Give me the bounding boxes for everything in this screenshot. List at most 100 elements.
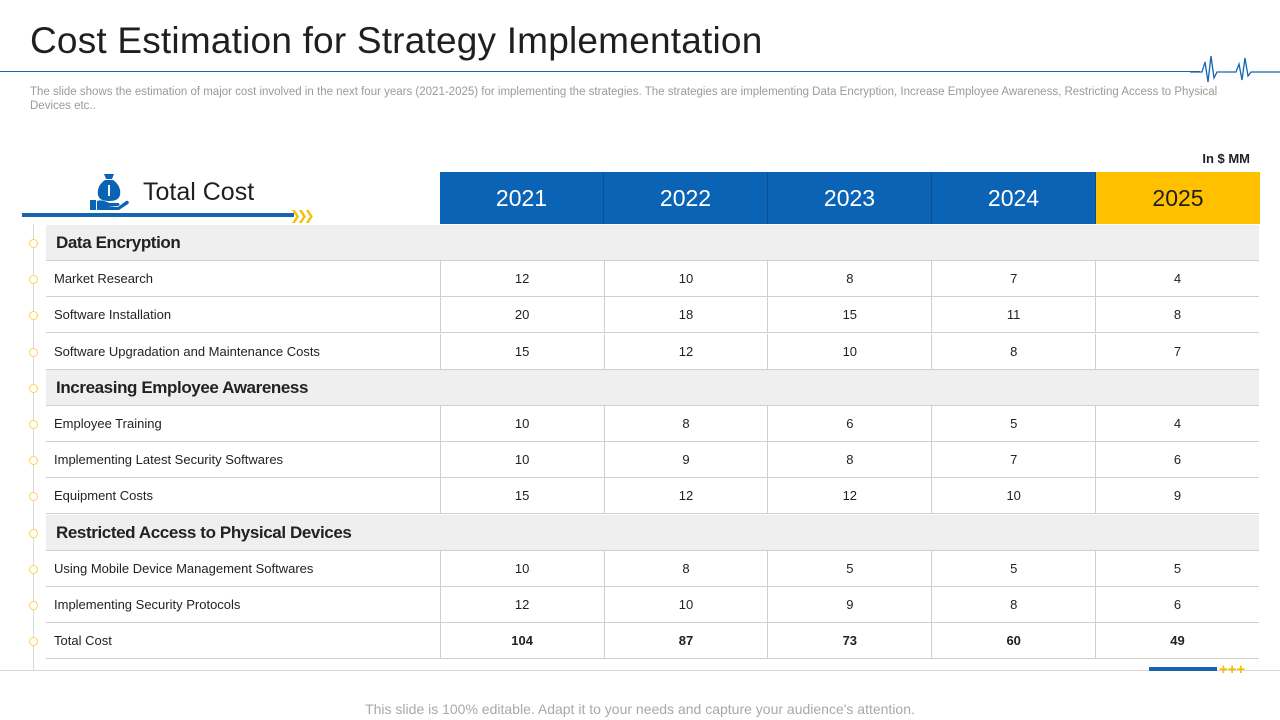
value-cell-2022: 8: [603, 405, 768, 442]
bottom-divider: [0, 670, 1280, 671]
table-row: Software Installation 20 18 15 11 8: [46, 296, 1259, 333]
value-cell-2025: 4: [1095, 260, 1259, 297]
timeline-dot: [29, 311, 38, 320]
value-cell-2025: 7: [1095, 333, 1259, 370]
year-header-2024: 2024: [932, 172, 1096, 224]
value-cell-2022: 87: [603, 622, 768, 659]
value-cell-2025: 5: [1095, 550, 1259, 587]
value-cell-2024: 5: [931, 405, 1095, 442]
value-cell-2022: 10: [603, 586, 768, 623]
value-cell-2021: 15: [439, 477, 604, 514]
money-bag-hand-icon: [90, 174, 129, 210]
value-cell-2024: 5: [931, 550, 1095, 587]
timeline-dot: [29, 348, 38, 357]
value-cell-2021: 12: [439, 586, 604, 623]
timeline-line: [33, 224, 34, 670]
plus-decoration: +++: [1219, 661, 1246, 678]
row-label: Using Mobile Device Management Softwares: [54, 561, 314, 576]
timeline-dot: [29, 492, 38, 501]
timeline-dot: [29, 565, 38, 574]
value-cell-2025: 9: [1095, 477, 1259, 514]
table-row: Using Mobile Device Management Softwares…: [46, 550, 1259, 587]
value-cell-2021: 10: [439, 441, 604, 478]
section-label: Restricted Access to Physical Devices: [56, 522, 352, 542]
table-row: Implementing Security Protocols 12 10 9 8 6: [46, 586, 1259, 623]
row-label: Total Cost: [54, 633, 112, 648]
table-row: Employee Training 10 8 6 5 4: [46, 405, 1259, 442]
total-row: Total Cost 104 87 73 60 49: [46, 622, 1259, 659]
total-cost-heading: Total Cost: [143, 178, 255, 206]
value-cell-2025: 49: [1095, 622, 1259, 659]
value-cell-2024: 11: [931, 296, 1095, 333]
timeline-dot: [29, 275, 38, 284]
total-cost-underline: [22, 213, 294, 217]
value-cell-2024: 7: [931, 441, 1095, 478]
timeline-dot: [29, 601, 38, 610]
section-label: Increasing Employee Awareness: [56, 377, 309, 397]
year-header-2022: 2022: [604, 172, 768, 224]
timeline-dot: [29, 456, 38, 465]
year-header-2023: 2023: [768, 172, 932, 224]
row-label: Market Research: [54, 271, 153, 286]
row-label: Implementing Latest Security Softwares: [54, 452, 284, 467]
timeline-dot: [29, 239, 38, 248]
table-row: Software Upgradation and Maintenance Cos…: [46, 333, 1259, 370]
value-cell-2021: 10: [439, 550, 604, 587]
section-row: Restricted Access to Physical Devices: [46, 515, 1259, 551]
bottom-accent-bar: [1149, 667, 1217, 671]
value-cell-2025: 6: [1095, 441, 1259, 478]
footer-note: This slide is 100% editable. Adapt it to…: [365, 701, 915, 717]
section-row: Increasing Employee Awareness: [46, 370, 1259, 406]
row-label: Implementing Security Protocols: [54, 597, 241, 612]
year-header-2021: 2021: [440, 172, 604, 224]
value-cell-2024: 7: [931, 260, 1095, 297]
value-cell-2021: 20: [439, 296, 604, 333]
unit-label: In $ MM: [1202, 151, 1250, 166]
value-cell-2022: 9: [603, 441, 768, 478]
value-cell-2022: 12: [603, 333, 768, 370]
value-cell-2025: 6: [1095, 586, 1259, 623]
value-cell-2021: 104: [439, 622, 604, 659]
year-header-2025: 2025: [1096, 172, 1260, 224]
slide-title: Cost Estimation for Strategy Implementat…: [30, 20, 763, 61]
value-cell-2023: 8: [767, 260, 931, 297]
heartbeat-pulse-icon: [1190, 55, 1280, 83]
row-label: Software Upgradation and Maintenance Cos…: [54, 344, 320, 359]
timeline-dot: [29, 637, 38, 646]
chevron-right-icon: ❯❯❯: [290, 208, 315, 223]
value-cell-2021: 10: [439, 405, 604, 442]
table-row: Implementing Latest Security Softwares 10…: [46, 441, 1259, 478]
value-cell-2023: 15: [767, 296, 931, 333]
row-label: Employee Training: [54, 416, 162, 431]
value-cell-2023: 12: [767, 477, 931, 514]
value-cell-2023: 9: [767, 586, 931, 623]
timeline-dot: [29, 420, 38, 429]
section-label: Data Encryption: [56, 232, 181, 252]
value-cell-2024: 60: [931, 622, 1095, 659]
slide-description: The slide shows the estimation of major …: [30, 86, 1218, 112]
row-label: Equipment Costs: [54, 488, 153, 503]
value-cell-2024: 8: [931, 586, 1095, 623]
value-cell-2023: 73: [767, 622, 931, 659]
section-row: Data Encryption: [46, 225, 1259, 261]
value-cell-2023: 6: [767, 405, 931, 442]
row-label: Software Installation: [54, 307, 172, 322]
value-cell-2022: 18: [603, 296, 768, 333]
year-header-row: 2021 2022 2023 2024 2025: [440, 172, 1260, 224]
value-cell-2023: 5: [767, 550, 931, 587]
table-row: Market Research 12 10 8 7 4: [46, 260, 1259, 297]
value-cell-2021: 12: [439, 260, 604, 297]
value-cell-2022: 10: [603, 260, 768, 297]
value-cell-2024: 10: [931, 477, 1095, 514]
value-cell-2025: 8: [1095, 296, 1259, 333]
value-cell-2022: 12: [603, 477, 768, 514]
title-underline: [0, 71, 1200, 72]
value-cell-2021: 15: [439, 333, 604, 370]
value-cell-2023: 10: [767, 333, 931, 370]
value-cell-2023: 8: [767, 441, 931, 478]
value-cell-2022: 8: [603, 550, 768, 587]
timeline-dot: [29, 529, 38, 538]
table-row: Equipment Costs 15 12 12 10 9: [46, 477, 1259, 514]
value-cell-2024: 8: [931, 333, 1095, 370]
timeline-dot: [29, 384, 38, 393]
